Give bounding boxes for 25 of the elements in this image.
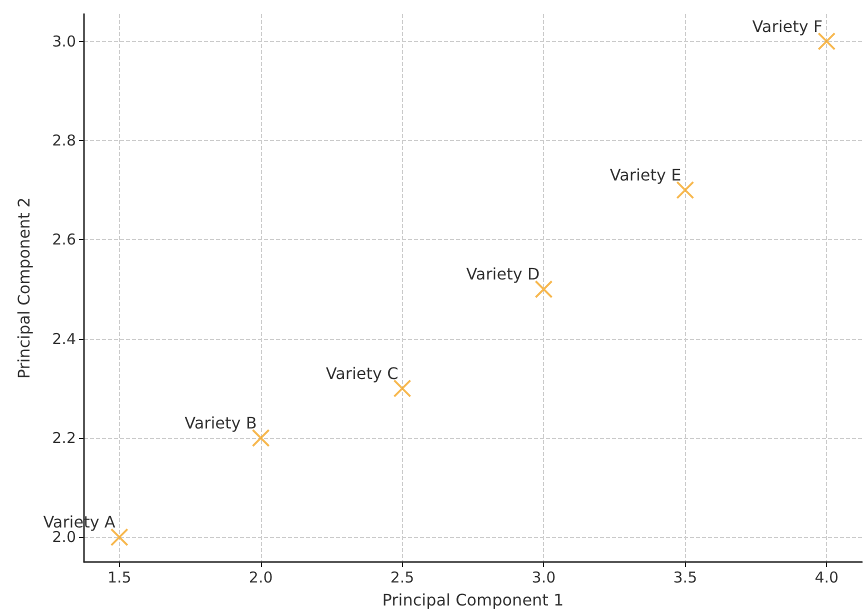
x-tick-label: 1.5 [107, 568, 132, 586]
y-tick-label: 2.6 [52, 230, 76, 249]
x-tick-label: 3.0 [532, 568, 556, 586]
x-tick-label: 2.5 [390, 568, 414, 586]
point [818, 32, 836, 50]
y-tick-label: 2.4 [52, 330, 76, 348]
point [110, 528, 128, 546]
annotation: Variety D [466, 264, 540, 284]
x-tick-label: 2.0 [248, 568, 273, 586]
annotation: Variety F [752, 16, 823, 36]
annotation: Variety E [610, 166, 682, 185]
x-tick-label: 4.0 [814, 568, 839, 586]
x-axis-title: Principal Component 1 [382, 590, 564, 610]
point [676, 181, 694, 200]
annotation: Variety C [326, 364, 398, 383]
y-tick-label: 2.2 [52, 429, 76, 448]
point [534, 280, 553, 298]
annotation: Variety B [184, 414, 257, 433]
point [393, 379, 412, 398]
point [252, 429, 270, 448]
y-tick-label: 2.0 [52, 528, 76, 546]
y-tick-label: 3.0 [52, 32, 76, 50]
y-axis-title: Principal Component 2 [14, 197, 34, 379]
y-tick-label: 2.8 [52, 131, 76, 150]
x-tick-label: 3.5 [673, 568, 698, 586]
